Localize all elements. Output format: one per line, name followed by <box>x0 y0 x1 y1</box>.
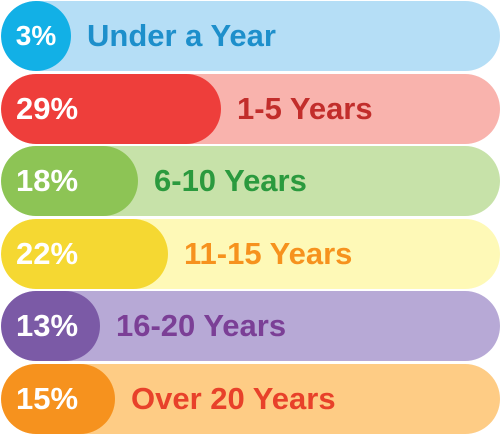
bar-11-15-years: 22% 11-15 Years <box>1 219 500 289</box>
bar-1-5-years: 29% 1-5 Years <box>1 74 500 144</box>
value-label-16-20-years: 13% <box>16 308 79 343</box>
value-label-under-a-year: 3% <box>15 20 57 51</box>
bar-fill-6-10-years <box>1 146 138 216</box>
category-label-11-15-years: 11-15 Years <box>184 236 353 271</box>
value-label-11-15-years: 22% <box>16 236 79 271</box>
bar-6-10-years: 18% 6-10 Years <box>1 146 500 216</box>
bar-fill-16-20-years <box>1 291 100 361</box>
category-label-over-20-years: Over 20 Years <box>131 381 336 416</box>
value-label-over-20-years: 15% <box>16 381 79 416</box>
bar-fill-over-20-years <box>1 364 115 434</box>
bar-fill-11-15-years <box>1 219 168 289</box>
category-label-under-a-year: Under a Year <box>87 18 276 53</box>
category-label-1-5-years: 1-5 Years <box>237 91 373 126</box>
bar-fill-under-a-year <box>1 1 71 71</box>
bar-fill-1-5-years <box>1 74 221 144</box>
value-label-1-5-years: 29% <box>16 91 79 126</box>
category-label-6-10-years: 6-10 Years <box>154 163 307 198</box>
category-label-16-20-years: 16-20 Years <box>116 308 287 343</box>
value-label-6-10-years: 18% <box>16 163 79 198</box>
bar-under-a-year: 3% Under a Year <box>1 1 500 71</box>
bar-16-20-years: 13% 16-20 Years <box>1 291 500 361</box>
bar-over-20-years: 15% Over 20 Years <box>1 364 500 434</box>
